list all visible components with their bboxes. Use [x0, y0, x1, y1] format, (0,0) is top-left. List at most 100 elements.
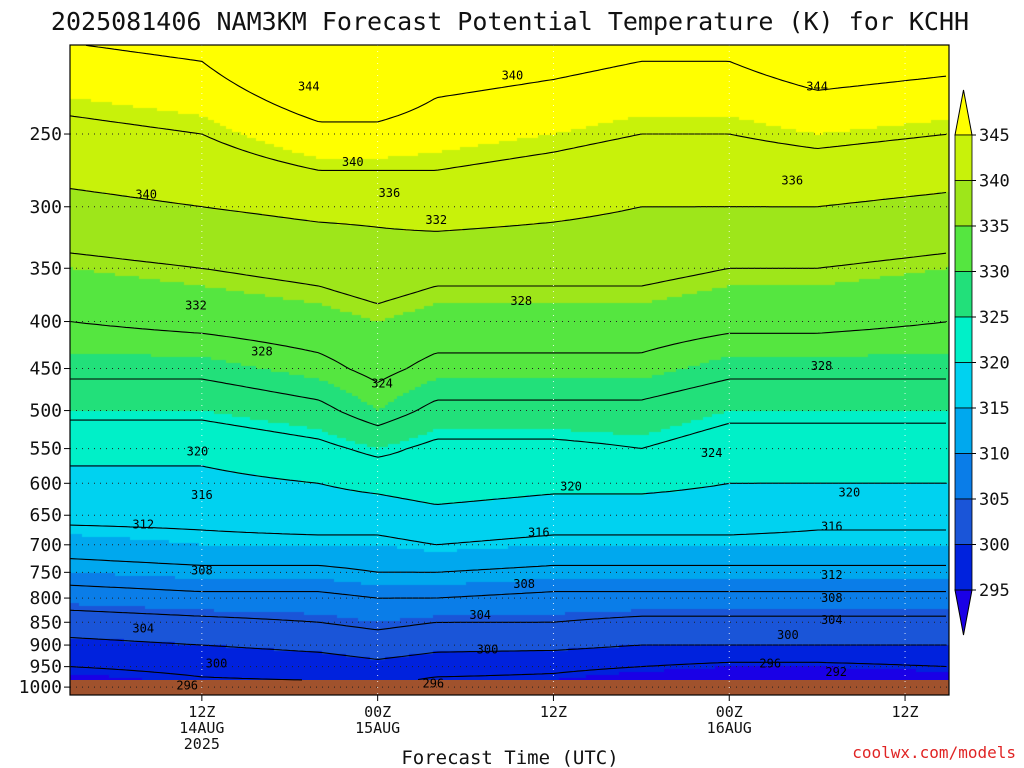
contour-label: 344 [298, 80, 320, 94]
colorbar-label: 335 [979, 217, 1010, 237]
contour-label: 296 [759, 656, 781, 670]
y-axis: 2503003504004505005506006507007508008509… [19, 124, 70, 698]
y-tick-label: 250 [29, 124, 62, 145]
y-tick-label: 750 [29, 562, 62, 583]
colorbar-legend: 345 340 335 330 325 320 315 310 305 300 295 [954, 89, 1010, 636]
grid-layer [70, 45, 949, 695]
contour-label: 320 [187, 444, 209, 458]
contour-label: 340 [502, 69, 524, 83]
contour-label: 316 [821, 520, 843, 534]
contour-label: 308 [513, 577, 535, 591]
plot-area: 344 340 344 340 340 336 336 332 328 332 328 324 328 3… [69, 44, 950, 696]
y-tick-label: 700 [29, 535, 62, 556]
contour-label: 308 [821, 591, 843, 605]
contour-line-332 [69, 320, 947, 383]
contour-line-328 [70, 378, 946, 427]
theta-fill-layer [70, 45, 949, 695]
x-tick-label: 12Z [540, 703, 567, 721]
x-tick-label: 2025 [184, 735, 220, 753]
contour-line-324 [70, 419, 946, 458]
contour-line-348 [85, 44, 947, 123]
x-axis-label: Forecast Time (UTC) [401, 747, 618, 768]
y-tick-label: 950 [29, 657, 62, 678]
contour-label: 344 [806, 80, 828, 94]
contour-label: 296 [422, 676, 444, 690]
contour-label: 296 [176, 679, 198, 693]
credit-text: coolwx.com/models [852, 743, 1016, 762]
contour-label: 308 [191, 564, 213, 578]
y-tick-label: 900 [29, 635, 62, 656]
y-tick-label: 350 [29, 258, 62, 279]
contour-line-340 [69, 188, 947, 232]
colorbar-band [954, 316, 973, 363]
y-tick-label: 850 [29, 612, 62, 633]
colorbar-label: 295 [979, 581, 1010, 601]
contour-label: 312 [821, 568, 843, 582]
contour-label: 300 [206, 656, 228, 670]
contour-line-308 [69, 584, 946, 599]
chart-title: 2025081406 NAM3KM Forecast Potential Tem… [51, 7, 969, 36]
contour-label: 300 [477, 642, 499, 656]
y-tick-label: 800 [29, 588, 62, 609]
y-tick-label: 550 [29, 439, 62, 460]
y-tick-label: 400 [29, 312, 62, 333]
x-tick-label: 00Z [716, 703, 743, 721]
contour-label: 340 [135, 188, 157, 202]
contour-label: 324 [371, 376, 393, 390]
contour-label: 320 [839, 486, 861, 500]
contour-label: 328 [251, 344, 273, 358]
colorbar-label: 320 [979, 354, 1010, 374]
colorbar-band [954, 544, 973, 591]
contour-label: 336 [781, 174, 803, 188]
colorbar-label: 325 [979, 308, 1010, 328]
contour-label-layer: 344 340 344 340 340 336 336 332 328 332 328 324 328 3… [132, 69, 860, 693]
x-tick-label: 14AUG [179, 719, 224, 737]
y-tick-label: 650 [29, 505, 62, 526]
y-tick-label: 500 [29, 401, 62, 422]
colorbar-top-arrow [954, 89, 973, 136]
colorbar-label: 315 [979, 399, 1010, 419]
ground-strip [70, 680, 949, 695]
contour-line-300 [69, 636, 946, 660]
y-tick-label: 450 [29, 359, 62, 380]
colorbar-band [954, 271, 973, 318]
colorbar-label: 310 [979, 445, 1010, 465]
theta-fill-raster [70, 45, 949, 695]
y-tick-label: 300 [29, 197, 62, 218]
x-tick-label: 15AUG [355, 719, 400, 737]
contour-label: 332 [425, 213, 447, 227]
contour-line-312 [69, 558, 946, 573]
contour-label: 304 [469, 608, 491, 622]
contour-label: 336 [379, 186, 401, 200]
colorbar-label: 340 [979, 172, 1010, 192]
colorbar-label: 300 [979, 536, 1010, 556]
x-tick-label: 16AUG [707, 719, 752, 737]
colorbar-band [954, 225, 973, 272]
contour-label: 292 [825, 665, 847, 679]
colorbar-label: 330 [979, 263, 1010, 283]
contour-label: 304 [132, 621, 154, 635]
contour-line-336 [69, 252, 947, 305]
y-tick-label: 600 [29, 473, 62, 494]
colorbar-band [954, 180, 973, 227]
contour-label: 332 [185, 298, 207, 312]
plot-frame [69, 44, 950, 696]
colorbar-label: 305 [979, 490, 1010, 510]
theta-contour-layer [69, 44, 947, 681]
contour-label: 328 [811, 359, 833, 373]
contour-label: 328 [510, 294, 532, 308]
contour-line-296 [69, 661, 947, 681]
contour-label: 316 [528, 526, 550, 540]
contour-label: 312 [132, 517, 154, 531]
contour-label: 300 [777, 628, 799, 642]
contour-label: 304 [821, 613, 843, 627]
x-tick-label: 00Z [364, 703, 391, 721]
contour-label: 316 [191, 488, 213, 502]
contour-line-316 [69, 524, 946, 546]
colorbar-bottom-arrow [954, 589, 973, 636]
colorbar-band [954, 453, 973, 500]
contour-line-344 [69, 115, 947, 171]
colorbar-band [954, 134, 973, 181]
